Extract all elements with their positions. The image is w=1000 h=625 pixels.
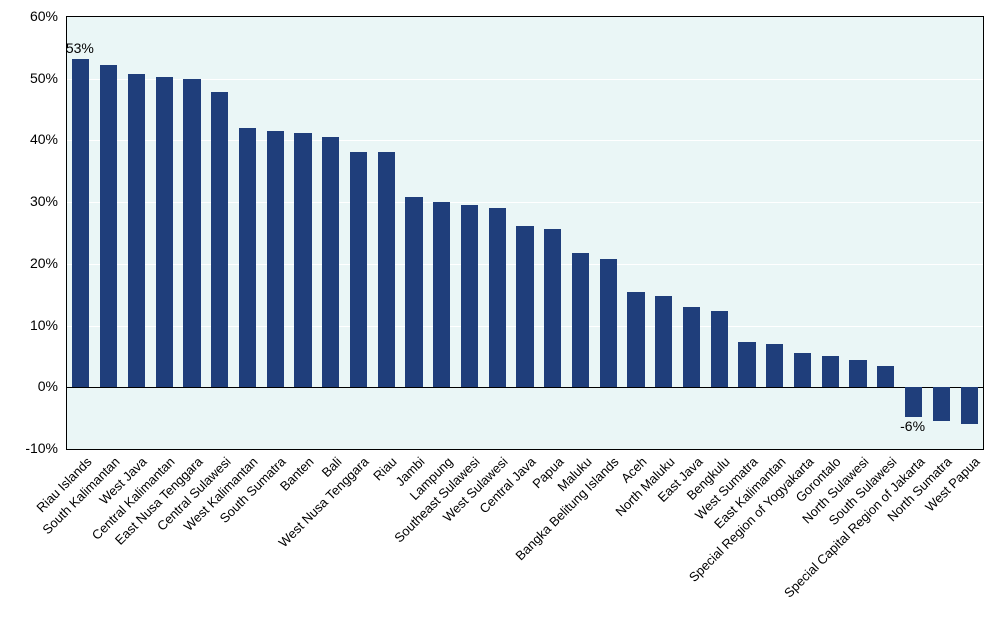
y-tick-label: -10% <box>25 440 58 456</box>
bar <box>738 342 755 388</box>
bar <box>350 152 367 388</box>
y-tick-label: 20% <box>30 255 58 271</box>
bar <box>267 131 284 388</box>
bar <box>461 205 478 387</box>
bar <box>211 92 228 388</box>
bar <box>600 259 617 387</box>
y-tick-label: 50% <box>30 70 58 86</box>
bar <box>433 202 450 387</box>
bar <box>516 226 533 388</box>
value-annotation: 53% <box>66 40 94 56</box>
bar <box>905 387 922 417</box>
bar <box>711 311 728 388</box>
bar <box>655 296 672 387</box>
y-tick-label: 30% <box>30 193 58 209</box>
bar <box>766 344 783 387</box>
bar <box>378 152 395 387</box>
plot-area <box>66 16 984 450</box>
bar <box>961 387 978 424</box>
bar <box>128 74 145 388</box>
bar <box>100 65 117 388</box>
y-tick-label: 60% <box>30 8 58 24</box>
bar <box>294 133 311 387</box>
bar <box>933 387 950 421</box>
gridline <box>67 140 983 141</box>
bar <box>544 229 561 387</box>
value-annotation: -6% <box>900 418 925 434</box>
bar-chart: -10%0%10%20%30%40%50%60%Riau IslandsSout… <box>0 0 1000 625</box>
bar <box>627 292 644 388</box>
bar <box>822 356 839 387</box>
bar <box>877 366 894 388</box>
bar <box>322 137 339 388</box>
gridline <box>67 79 983 80</box>
gridline <box>67 387 983 388</box>
bar <box>239 128 256 387</box>
y-tick-label: 0% <box>38 378 58 394</box>
bar <box>156 77 173 387</box>
bar <box>489 208 506 387</box>
bar <box>183 79 200 388</box>
bar <box>405 197 422 387</box>
gridline <box>67 202 983 203</box>
bar <box>849 360 866 388</box>
bar <box>683 307 700 387</box>
bar <box>72 59 89 387</box>
bar <box>572 253 589 388</box>
y-tick-label: 40% <box>30 131 58 147</box>
bar <box>794 353 811 388</box>
y-tick-label: 10% <box>30 317 58 333</box>
